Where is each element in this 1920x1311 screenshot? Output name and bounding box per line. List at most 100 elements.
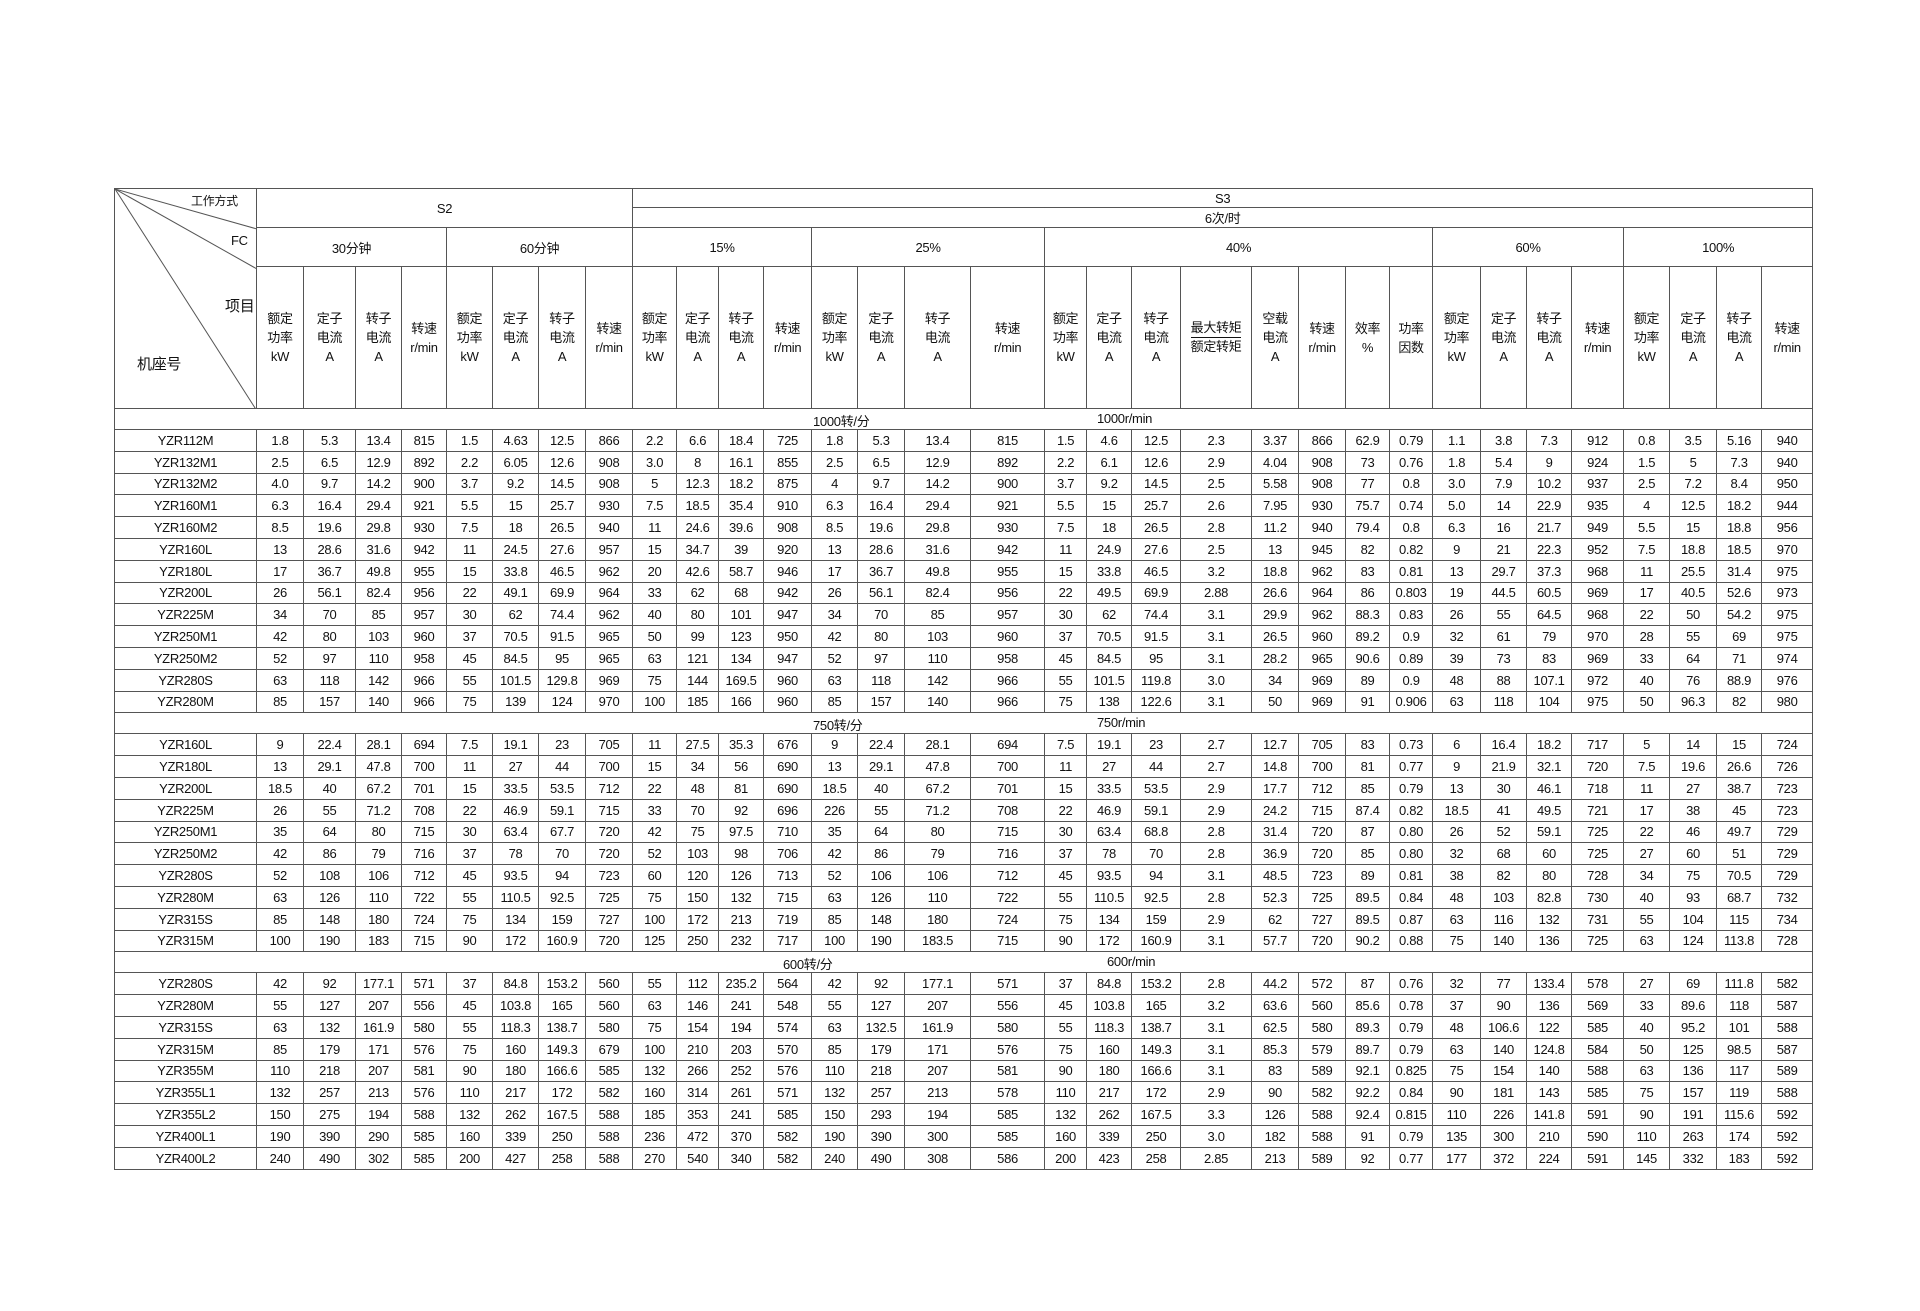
value-cell: 110 [904, 646, 972, 670]
value-cell: 141.8 [1526, 1103, 1573, 1126]
value-cell: 45 [446, 864, 493, 887]
value-cell: 9 [1526, 450, 1573, 474]
value-cell: 88.9 [1716, 668, 1763, 692]
value-cell: 80 [857, 625, 906, 648]
motor-spec-document: 工作方式 FC 项目 机座号 S2 S3 6次/时 30分钟 60分钟 15% 25% 40% 60% 1… [113, 188, 1814, 1170]
value-cell: 183 [355, 929, 402, 953]
value-cell: 134 [492, 907, 539, 931]
value-cell: 90 [1044, 1059, 1088, 1083]
value-cell: 23 [538, 733, 586, 757]
value-cell: 39 [1432, 646, 1482, 670]
value-cell: 88 [1480, 668, 1528, 692]
value-cell: 6 [1432, 733, 1482, 757]
value-cell: 34 [676, 755, 720, 778]
value-cell: 340 [718, 1146, 765, 1170]
value-cell: 0.9 [1389, 625, 1434, 648]
value-cell: 9.2 [492, 472, 539, 496]
value-cell: 1.5 [1044, 429, 1088, 452]
value-cell: 190 [857, 929, 906, 953]
value-cell: 92.1 [1345, 1059, 1391, 1083]
value-cell: 908 [584, 472, 634, 496]
value-cell: 966 [970, 668, 1046, 692]
value-cell: 261 [718, 1081, 765, 1105]
value-cell: 2.5 [256, 450, 304, 474]
value-cell: 586 [970, 1146, 1046, 1170]
value-cell: 969 [1571, 581, 1625, 605]
value-cell: 966 [401, 668, 447, 692]
value-cell: 712 [970, 864, 1046, 887]
value-cell: 33.5 [492, 776, 539, 800]
value-cell: 734 [1761, 907, 1814, 931]
frame-model-cell: YZR180L [114, 755, 257, 778]
value-cell: 472 [676, 1124, 720, 1148]
value-cell: 63 [1432, 907, 1482, 931]
value-cell: 592 [1761, 1124, 1814, 1148]
value-cell: 15 [1086, 494, 1133, 518]
value-cell: 582 [1298, 1081, 1347, 1105]
value-cell: 15 [446, 559, 493, 583]
value-cell: 19.1 [1086, 733, 1133, 757]
value-cell: 15 [1044, 776, 1088, 800]
value-cell: 908 [1298, 472, 1347, 496]
value-cell: 63 [811, 668, 859, 692]
value-cell: 180 [492, 1059, 539, 1083]
value-cell: 110 [1623, 1124, 1671, 1148]
table-row: YZR355L2 150 275 194 588 132 262 167.5 588 185 353… [114, 1103, 1814, 1126]
value-cell: 48 [1432, 1015, 1482, 1039]
value-cell: 160 [1044, 1124, 1088, 1148]
value-cell: 924 [1571, 450, 1625, 474]
value-cell: 79 [355, 842, 402, 866]
value-cell: 55 [1669, 625, 1718, 648]
table-row: YZR160M2 8.5 19.6 29.8 930 7.5 18 26.5 940 11 24.6… [114, 516, 1814, 539]
value-cell: 77 [1345, 472, 1391, 496]
value-cell: 723 [1298, 864, 1347, 887]
value-cell: 35.3 [718, 733, 765, 757]
value-cell: 241 [718, 994, 765, 1017]
value-cell: 226 [1480, 1103, 1528, 1126]
value-cell: 27 [1086, 755, 1133, 778]
frame-model-cell: YZR250M1 [114, 820, 257, 844]
value-cell: 53.5 [538, 776, 586, 800]
value-cell: 9 [256, 733, 304, 757]
value-cell: 15 [1669, 516, 1718, 539]
value-cell: 172 [676, 907, 720, 931]
value-cell: 730 [1571, 885, 1625, 909]
value-cell: 720 [584, 842, 634, 866]
value-cell: 101 [1716, 1015, 1763, 1039]
value-cell: 2.9 [1180, 1081, 1253, 1105]
value-cell: 92.5 [538, 885, 586, 909]
value-cell: 588 [401, 1103, 447, 1126]
value-cell: 89.6 [1669, 994, 1718, 1017]
frame-model-cell: YZR315M [114, 1037, 257, 1061]
value-cell: 70.5 [492, 625, 539, 648]
value-cell: 0.803 [1389, 581, 1434, 605]
value-cell: 90.6 [1345, 646, 1391, 670]
value-cell: 13 [256, 537, 304, 561]
value-cell: 18.2 [718, 472, 765, 496]
value-cell: 62 [1086, 603, 1133, 627]
value-cell: 585 [763, 1103, 813, 1126]
value-cell: 957 [401, 603, 447, 627]
value-cell: 127 [857, 994, 906, 1017]
value-cell: 0.77 [1389, 755, 1434, 778]
value-cell: 262 [1086, 1103, 1133, 1126]
value-cell: 94 [538, 864, 586, 887]
value-cell: 24.9 [1086, 537, 1133, 561]
group-header: 25% [811, 227, 1046, 267]
value-cell: 6.3 [256, 494, 304, 518]
table-row: YZR400L2 240 490 302 585 200 427 258 588 270 540 34… [114, 1146, 1814, 1170]
value-cell: 725 [1571, 820, 1625, 844]
value-cell: 725 [1571, 842, 1625, 866]
value-cell: 585 [401, 1124, 447, 1148]
value-cell: 582 [763, 1146, 813, 1170]
value-cell: 0.78 [1389, 994, 1434, 1017]
value-cell: 86 [857, 842, 906, 866]
value-cell: 52 [256, 646, 304, 670]
value-cell: 169.5 [718, 668, 765, 692]
value-cell: 19.6 [1669, 755, 1718, 778]
value-cell: 58.7 [718, 559, 765, 583]
value-cell: 165 [538, 994, 586, 1017]
value-cell: 122 [1526, 1015, 1573, 1039]
value-cell: 26 [256, 581, 304, 605]
value-cell: 578 [1571, 972, 1625, 996]
